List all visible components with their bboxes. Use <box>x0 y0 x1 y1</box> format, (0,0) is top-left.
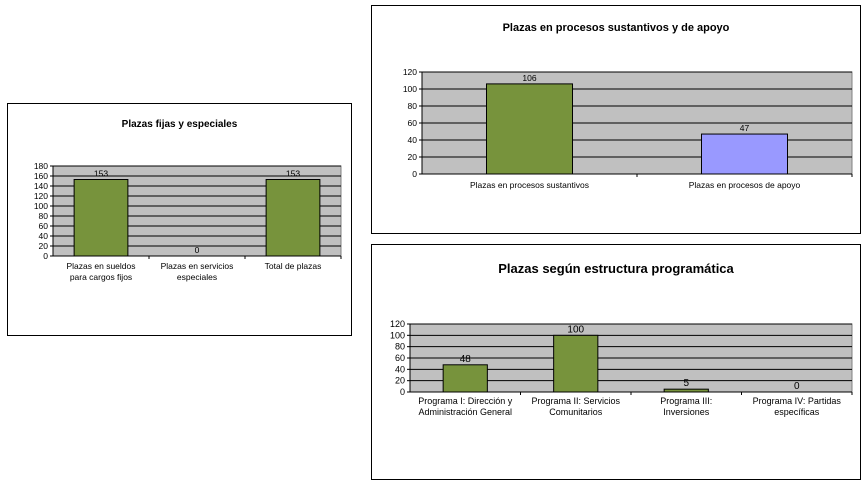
data-label: 0 <box>195 245 200 255</box>
bar-chart-procesos: 0 20 40 60 80 100 120 106 Plazas en procesos sus… <box>403 67 853 190</box>
bar <box>442 364 488 393</box>
bar <box>486 83 573 175</box>
chart-panel-procesos: Plazas en procesos sustantivos y de apoy… <box>371 5 861 234</box>
chart-title: Plazas fijas y especiales <box>121 119 238 130</box>
data-label: 0 <box>794 381 800 392</box>
bar <box>265 179 321 257</box>
y-tick-label: 160 <box>34 171 48 181</box>
x-category-label: específicas <box>774 407 820 417</box>
y-tick-label: 60 <box>395 353 405 363</box>
y-tick-label: 0 <box>412 169 417 179</box>
chart-panel-plazas-fijas: Plazas fijas y especiales 0 20 40 60 80 100 12… <box>7 103 352 336</box>
x-category-label: Inversiones <box>663 407 710 417</box>
y-tick-label: 60 <box>39 221 49 231</box>
y-tick-label: 180 <box>34 161 48 171</box>
y-tick-label: 80 <box>408 101 418 111</box>
y-tick-label: 120 <box>34 191 48 201</box>
y-tick-label: 20 <box>395 376 405 386</box>
chart-title: Plazas según estructura programática <box>498 261 734 276</box>
x-category-label: Administración General <box>418 407 512 417</box>
bar <box>73 179 129 257</box>
y-tick-label: 60 <box>408 118 418 128</box>
y-tick-label: 0 <box>43 251 48 261</box>
chart-title: Plazas en procesos sustantivos y de apoy… <box>502 22 730 34</box>
y-tick-label: 40 <box>39 231 49 241</box>
y-tick-label: 100 <box>34 201 48 211</box>
y-tick-label: 80 <box>39 211 49 221</box>
y-tick-label: 80 <box>395 342 405 352</box>
x-category-label: Programa I: Dirección y <box>418 396 513 406</box>
y-tick-label: 100 <box>390 330 405 340</box>
x-category-label: Plazas en procesos sustantivos <box>470 180 589 190</box>
data-label: 48 <box>460 354 472 365</box>
data-label: 153 <box>94 169 108 179</box>
bar <box>663 388 709 393</box>
x-category-label: Plazas en servicios <box>161 261 234 271</box>
x-category-label: para cargos fijos <box>70 272 132 282</box>
x-category-label: Plazas en sueldos <box>67 261 136 271</box>
y-tick-label: 20 <box>39 241 49 251</box>
x-category-label: Plazas en procesos de apoyo <box>689 180 801 190</box>
y-tick-label: 40 <box>395 364 405 374</box>
x-category-label: Comunitarios <box>549 407 603 417</box>
data-label: 100 <box>567 324 584 335</box>
data-label: 47 <box>740 123 750 133</box>
x-category-label: Total de plazas <box>265 261 322 271</box>
y-tick-label: 40 <box>408 135 418 145</box>
x-category-label: Programa III: <box>660 396 712 406</box>
x-category-label: Programa IV: Partidas <box>753 396 842 406</box>
y-tick-label: 100 <box>403 84 417 94</box>
x-category-label: Programa II: Servicios <box>531 396 620 406</box>
bar <box>553 334 599 393</box>
y-tick-label: 140 <box>34 181 48 191</box>
bar <box>701 133 788 175</box>
x-category-label: especiales <box>177 272 217 282</box>
data-label: 5 <box>683 378 689 389</box>
data-label: 106 <box>522 73 536 83</box>
y-tick-label: 20 <box>408 152 418 162</box>
chart-panel-estructura: Plazas según estructura programática 0 20… <box>371 244 861 480</box>
y-tick-label: 0 <box>400 387 405 397</box>
y-tick-label: 120 <box>390 319 405 329</box>
y-tick-label: 120 <box>403 67 417 77</box>
data-label: 153 <box>286 169 300 179</box>
